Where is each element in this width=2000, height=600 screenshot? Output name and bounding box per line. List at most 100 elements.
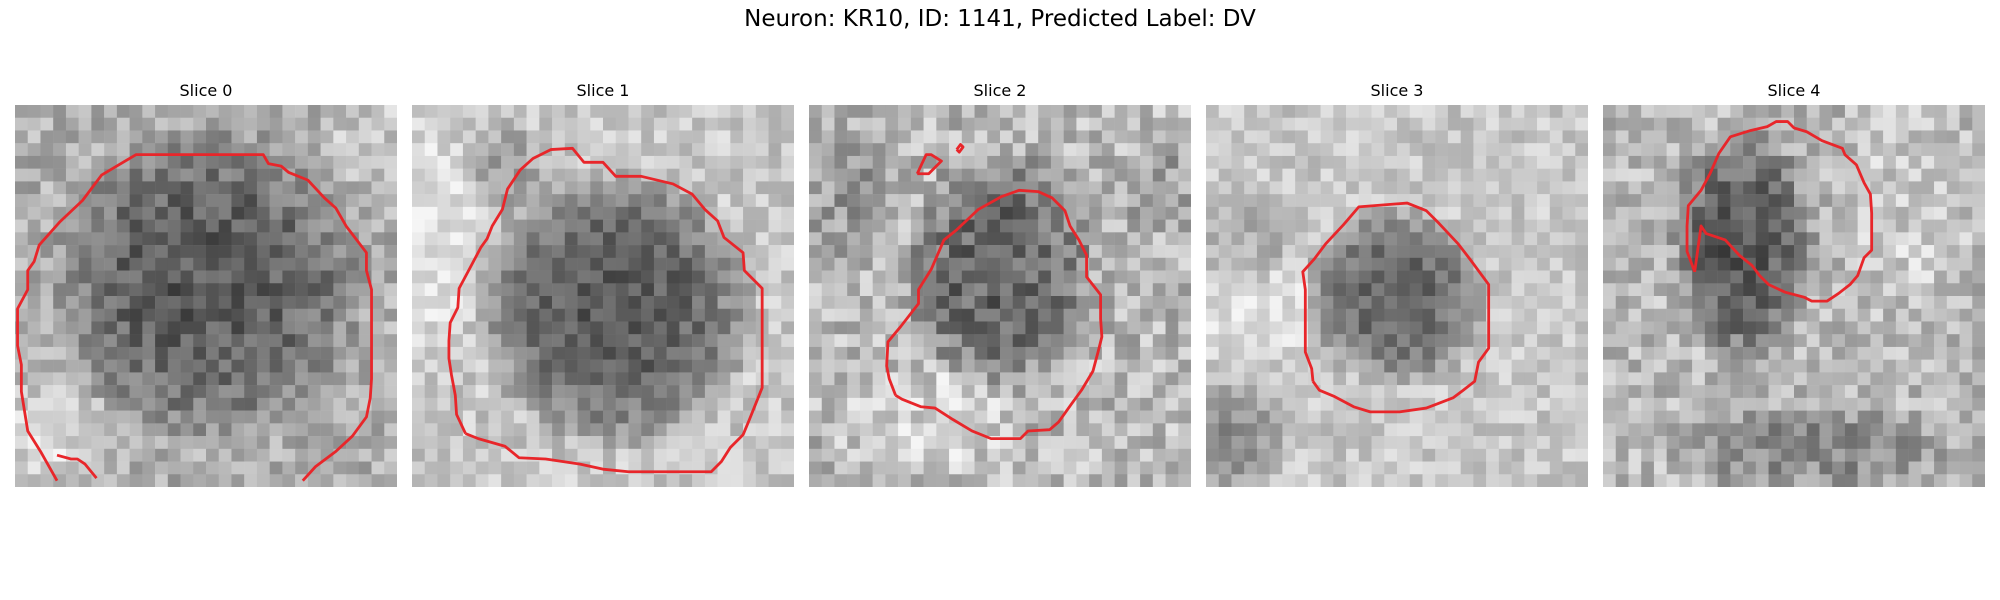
image-pixel bbox=[475, 334, 489, 348]
image-pixel bbox=[1165, 308, 1179, 322]
image-pixel bbox=[1781, 105, 1795, 118]
image-pixel bbox=[1603, 232, 1616, 246]
image-pixel bbox=[129, 181, 143, 195]
image-pixel bbox=[577, 448, 591, 462]
image-pixel bbox=[282, 155, 296, 169]
image-pixel bbox=[167, 397, 181, 411]
image-pixel bbox=[1921, 423, 1935, 437]
image-pixel bbox=[666, 232, 680, 246]
image-pixel bbox=[653, 359, 667, 373]
image-pixel bbox=[231, 232, 245, 246]
image-pixel bbox=[1371, 385, 1385, 399]
image-pixel bbox=[743, 372, 757, 386]
image-pixel bbox=[679, 321, 693, 335]
image-pixel bbox=[180, 194, 194, 208]
image-pixel bbox=[1575, 321, 1588, 335]
image-pixel bbox=[1743, 270, 1757, 284]
image-pixel bbox=[1473, 245, 1487, 259]
image-pixel bbox=[1256, 181, 1270, 195]
image-pixel bbox=[628, 283, 642, 297]
image-pixel bbox=[218, 321, 232, 335]
image-pixel bbox=[564, 194, 578, 208]
image-pixel bbox=[1972, 194, 1985, 208]
image-pixel bbox=[539, 130, 553, 144]
image-pixel bbox=[1895, 143, 1909, 157]
image-pixel bbox=[1806, 372, 1820, 386]
image-pixel bbox=[743, 448, 757, 462]
image-pixel bbox=[1781, 206, 1795, 220]
image-pixel bbox=[834, 219, 848, 233]
image-pixel bbox=[206, 397, 219, 411]
image-pixel bbox=[603, 245, 616, 259]
image-pixel bbox=[1603, 168, 1616, 182]
image-pixel bbox=[424, 194, 438, 208]
image-pixel bbox=[218, 461, 232, 475]
image-pixel bbox=[1883, 474, 1897, 487]
image-pixel bbox=[1959, 105, 1973, 118]
image-pixel bbox=[78, 359, 92, 373]
image-pixel bbox=[1473, 397, 1487, 411]
image-pixel bbox=[142, 270, 156, 284]
image-pixel bbox=[1666, 308, 1680, 322]
image-pixel bbox=[564, 105, 578, 118]
image-pixel bbox=[1857, 308, 1871, 322]
image-pixel bbox=[1781, 232, 1795, 246]
image-pixel bbox=[1562, 194, 1576, 208]
image-pixel bbox=[1152, 461, 1166, 475]
image-pixel bbox=[1575, 181, 1588, 195]
image-pixel bbox=[307, 219, 321, 233]
image-pixel bbox=[847, 194, 861, 208]
image-pixel bbox=[603, 397, 616, 411]
image-pixel bbox=[859, 117, 873, 131]
image-pixel bbox=[1666, 474, 1680, 487]
image-pixel bbox=[1743, 321, 1757, 335]
image-pixel bbox=[1076, 448, 1090, 462]
image-pixel bbox=[320, 130, 334, 144]
image-pixel bbox=[1231, 181, 1245, 195]
image-pixel bbox=[1397, 181, 1410, 195]
image-pixel bbox=[834, 105, 848, 118]
image-pixel bbox=[1959, 181, 1973, 195]
image-pixel bbox=[1076, 206, 1090, 220]
image-pixel bbox=[1794, 410, 1807, 424]
image-pixel bbox=[1972, 423, 1985, 437]
image-pixel bbox=[1050, 117, 1064, 131]
image-pixel bbox=[834, 143, 848, 157]
image-pixel bbox=[1460, 436, 1474, 450]
image-pixel bbox=[1628, 155, 1642, 169]
image-pixel bbox=[1165, 436, 1179, 450]
image-pixel bbox=[142, 321, 156, 335]
image-pixel bbox=[1704, 105, 1718, 118]
image-pixel bbox=[384, 385, 397, 399]
image-pixel bbox=[1921, 245, 1935, 259]
image-pixel bbox=[1346, 143, 1360, 157]
image-pixel bbox=[1038, 372, 1052, 386]
image-pixel bbox=[53, 296, 67, 309]
image-pixel bbox=[1679, 436, 1693, 450]
image-pixel bbox=[847, 448, 861, 462]
image-pixel bbox=[1537, 296, 1551, 309]
image-pixel bbox=[821, 436, 835, 450]
image-pixel bbox=[346, 436, 360, 450]
image-pixel bbox=[1946, 143, 1960, 157]
image-pixel bbox=[1089, 219, 1103, 233]
image-pixel bbox=[384, 346, 397, 360]
image-pixel bbox=[1447, 181, 1461, 195]
image-pixel bbox=[488, 257, 502, 271]
image-pixel bbox=[1012, 194, 1026, 208]
image-pixel bbox=[320, 436, 334, 450]
image-pixel bbox=[1946, 257, 1960, 271]
image-pixel bbox=[256, 168, 270, 182]
image-pixel bbox=[1127, 359, 1141, 373]
image-pixel bbox=[78, 219, 92, 233]
image-pixel bbox=[513, 397, 527, 411]
image-pixel bbox=[704, 219, 718, 233]
image-pixel bbox=[231, 423, 245, 437]
image-pixel bbox=[1127, 143, 1141, 157]
image-pixel bbox=[730, 474, 744, 487]
image-pixel bbox=[1806, 270, 1820, 284]
image-pixel bbox=[1435, 372, 1449, 386]
image-pixel bbox=[821, 117, 835, 131]
image-pixel bbox=[371, 181, 385, 195]
image-pixel bbox=[1127, 372, 1141, 386]
